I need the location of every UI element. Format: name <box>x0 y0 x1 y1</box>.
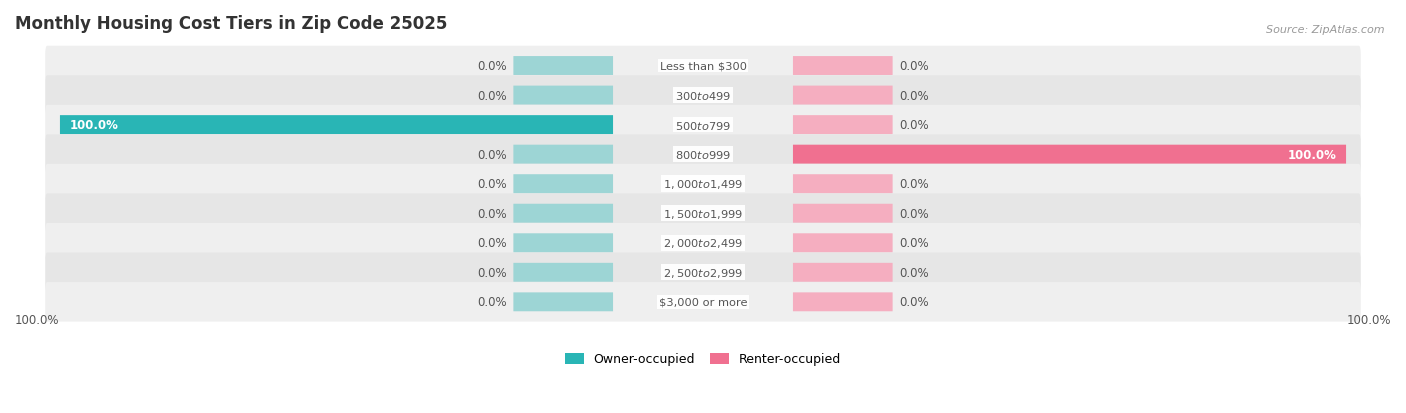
Text: $2,500 to $2,999: $2,500 to $2,999 <box>664 266 742 279</box>
FancyBboxPatch shape <box>793 175 893 194</box>
FancyBboxPatch shape <box>513 293 613 311</box>
FancyBboxPatch shape <box>45 282 1361 322</box>
Legend: Owner-occupied, Renter-occupied: Owner-occupied, Renter-occupied <box>562 350 844 368</box>
Text: $300 to $499: $300 to $499 <box>675 90 731 102</box>
FancyBboxPatch shape <box>513 263 613 282</box>
FancyBboxPatch shape <box>793 116 893 135</box>
FancyBboxPatch shape <box>45 253 1361 292</box>
Text: Less than $300: Less than $300 <box>659 62 747 71</box>
Text: 100.0%: 100.0% <box>15 313 59 326</box>
Text: 0.0%: 0.0% <box>478 296 508 309</box>
FancyBboxPatch shape <box>513 175 613 194</box>
FancyBboxPatch shape <box>793 57 893 76</box>
Text: $2,000 to $2,499: $2,000 to $2,499 <box>664 237 742 249</box>
FancyBboxPatch shape <box>45 194 1361 233</box>
Text: $500 to $799: $500 to $799 <box>675 119 731 131</box>
Text: 0.0%: 0.0% <box>898 89 928 102</box>
FancyBboxPatch shape <box>793 86 893 105</box>
FancyBboxPatch shape <box>45 47 1361 86</box>
FancyBboxPatch shape <box>793 204 893 223</box>
Text: 0.0%: 0.0% <box>898 296 928 309</box>
Text: 0.0%: 0.0% <box>898 60 928 73</box>
Text: 0.0%: 0.0% <box>478 266 508 279</box>
Text: 0.0%: 0.0% <box>478 89 508 102</box>
FancyBboxPatch shape <box>793 263 893 282</box>
Text: 0.0%: 0.0% <box>898 237 928 249</box>
Text: 0.0%: 0.0% <box>898 266 928 279</box>
Text: 0.0%: 0.0% <box>478 60 508 73</box>
FancyBboxPatch shape <box>793 234 893 253</box>
Text: 0.0%: 0.0% <box>478 237 508 249</box>
FancyBboxPatch shape <box>513 234 613 253</box>
FancyBboxPatch shape <box>513 57 613 76</box>
FancyBboxPatch shape <box>513 204 613 223</box>
FancyBboxPatch shape <box>793 293 893 311</box>
FancyBboxPatch shape <box>45 76 1361 116</box>
FancyBboxPatch shape <box>45 164 1361 204</box>
Text: Monthly Housing Cost Tiers in Zip Code 25025: Monthly Housing Cost Tiers in Zip Code 2… <box>15 15 447 33</box>
FancyBboxPatch shape <box>45 106 1361 145</box>
Text: 0.0%: 0.0% <box>898 207 928 220</box>
Text: Source: ZipAtlas.com: Source: ZipAtlas.com <box>1267 25 1385 35</box>
Text: 0.0%: 0.0% <box>478 207 508 220</box>
FancyBboxPatch shape <box>45 135 1361 175</box>
Text: 0.0%: 0.0% <box>898 119 928 132</box>
Text: 100.0%: 100.0% <box>70 119 118 132</box>
Text: 0.0%: 0.0% <box>898 178 928 191</box>
Text: 0.0%: 0.0% <box>478 178 508 191</box>
FancyBboxPatch shape <box>513 145 613 164</box>
FancyBboxPatch shape <box>60 116 613 135</box>
Text: 0.0%: 0.0% <box>478 148 508 161</box>
Text: $3,000 or more: $3,000 or more <box>659 297 747 307</box>
FancyBboxPatch shape <box>513 86 613 105</box>
FancyBboxPatch shape <box>45 223 1361 263</box>
Text: 100.0%: 100.0% <box>1288 148 1336 161</box>
FancyBboxPatch shape <box>793 145 1346 164</box>
Text: 100.0%: 100.0% <box>1347 313 1391 326</box>
Text: $1,500 to $1,999: $1,500 to $1,999 <box>664 207 742 220</box>
Text: $800 to $999: $800 to $999 <box>675 149 731 161</box>
Text: $1,000 to $1,499: $1,000 to $1,499 <box>664 178 742 191</box>
